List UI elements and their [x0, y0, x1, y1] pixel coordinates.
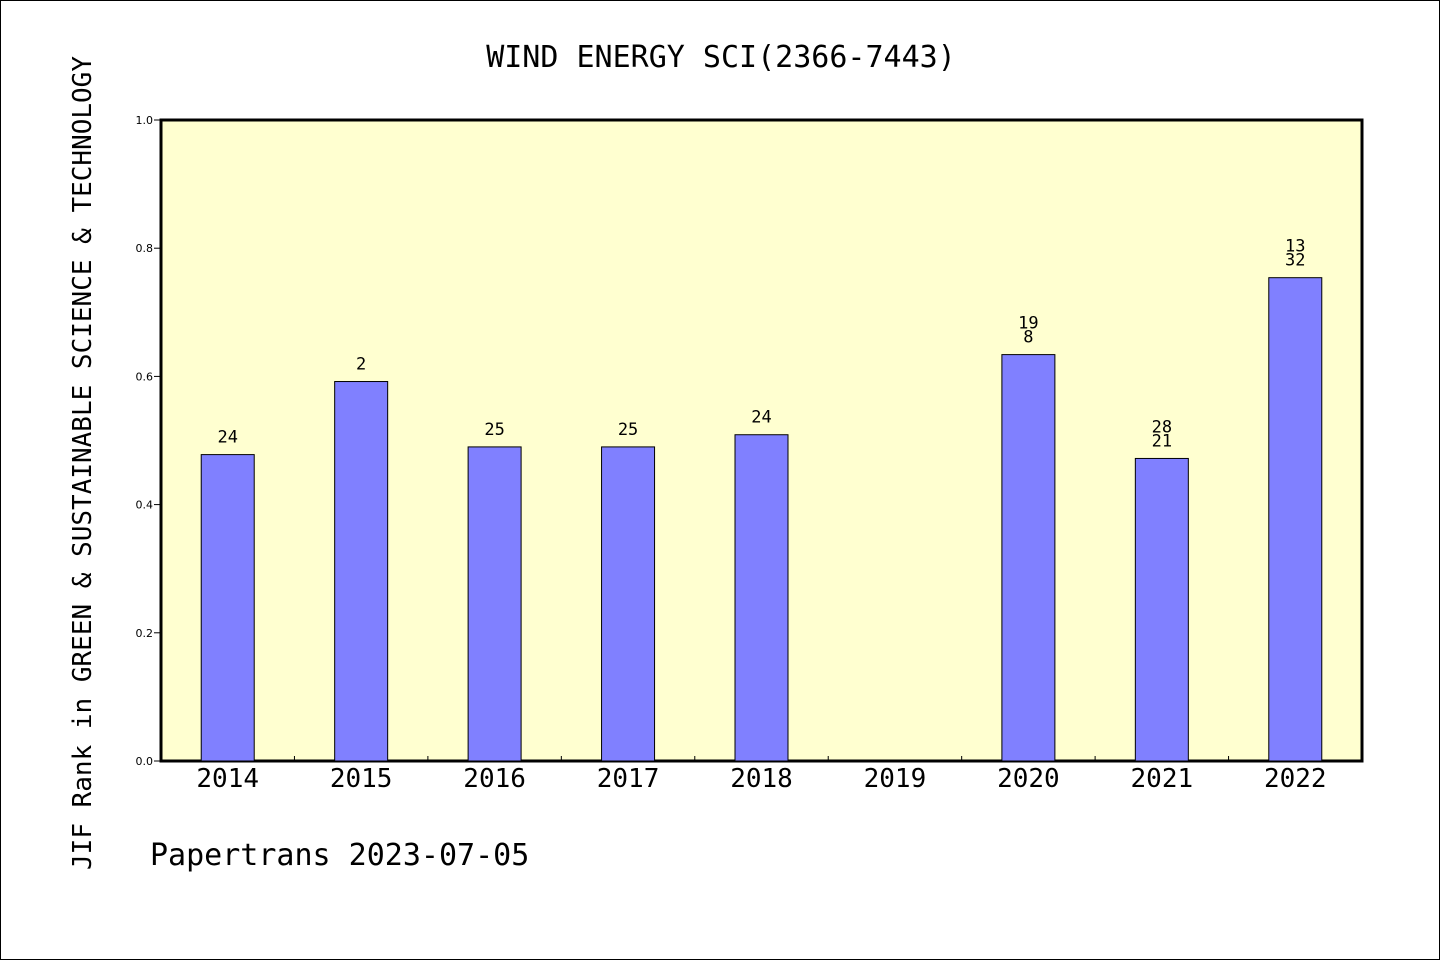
x-tick-label: 2022: [1264, 764, 1327, 794]
x-tick-label: 2018: [730, 764, 793, 794]
y-tick-label: 0.6: [136, 370, 154, 383]
bar-2020: [1001, 354, 1056, 762]
y-axis-label: JIF Rank in GREEN & SUSTAINABLE SCIENCE …: [68, 56, 98, 870]
bar-rank-label: 13: [1285, 237, 1305, 257]
bar-rank-label: 8: [1023, 328, 1033, 348]
bar-2015: [334, 381, 389, 762]
bar-2022: [1268, 277, 1323, 762]
x-tick-label: 2019: [864, 764, 927, 794]
bar-2017: [601, 446, 656, 762]
bar-rank-label: 24: [217, 428, 237, 448]
y-tick-label: 0.2: [136, 627, 154, 640]
y-tick-label: 0.0: [136, 755, 154, 768]
bar-rank-label: 24: [751, 408, 771, 428]
x-tick-label: 2020: [997, 764, 1060, 794]
x-tick-label: 2014: [196, 764, 259, 794]
y-ticks: 0.0 0.2 0.4 0.6 0.8 1.0: [136, 114, 161, 768]
bar-rank-label: 28: [1152, 417, 1172, 437]
bar-rank-label: 19: [1018, 314, 1038, 334]
bars: [200, 277, 1323, 762]
bar-rank-label: 2: [356, 355, 366, 375]
y-tick-label: 0.4: [136, 499, 154, 512]
bar-rank-label: 21: [1152, 431, 1172, 451]
bar-2016: [467, 446, 522, 762]
y-tick-label: 0.8: [136, 242, 154, 255]
x-tick-label: 2016: [463, 764, 526, 794]
x-tick-label: 2021: [1131, 764, 1194, 794]
bar-2021: [1134, 457, 1189, 762]
bar-rank-label: 25: [484, 420, 504, 440]
y-tick-label: 1.0: [136, 114, 154, 127]
x-ticks: 2014 2015 2016 2017 2018 2019 2020 2021 2022: [196, 756, 1327, 794]
bar-2014: [200, 454, 255, 762]
x-tick-label: 2015: [330, 764, 393, 794]
x-tick-label: 2017: [597, 764, 660, 794]
bar-2018: [734, 434, 789, 762]
bar-rank-label: 25: [618, 420, 638, 440]
bar-rank-label: 32: [1285, 251, 1305, 271]
footer-credit: Papertrans 2023-07-05: [150, 838, 529, 873]
chart-title: WIND ENERGY SCI(2366-7443): [486, 40, 956, 75]
